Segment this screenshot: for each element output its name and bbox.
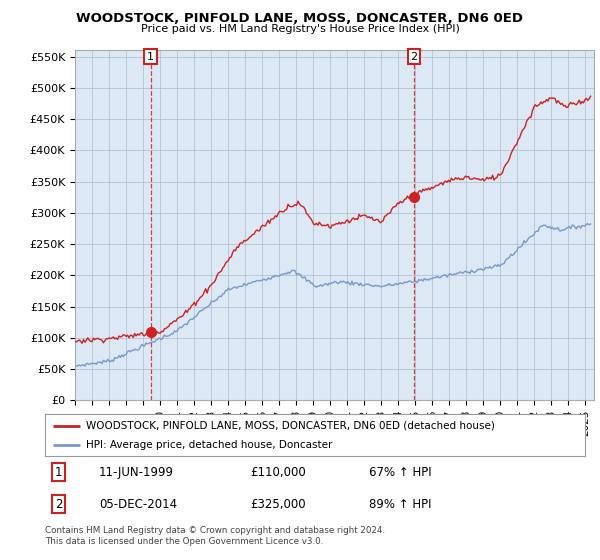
Text: 2: 2 xyxy=(410,52,418,62)
Text: WOODSTOCK, PINFOLD LANE, MOSS, DONCASTER, DN6 0ED (detached house): WOODSTOCK, PINFOLD LANE, MOSS, DONCASTER… xyxy=(86,421,494,431)
Text: WOODSTOCK, PINFOLD LANE, MOSS, DONCASTER, DN6 0ED: WOODSTOCK, PINFOLD LANE, MOSS, DONCASTER… xyxy=(77,12,523,25)
Text: £325,000: £325,000 xyxy=(250,498,306,511)
Text: 1: 1 xyxy=(147,52,154,62)
Text: HPI: Average price, detached house, Doncaster: HPI: Average price, detached house, Donc… xyxy=(86,440,332,450)
Text: 67% ↑ HPI: 67% ↑ HPI xyxy=(369,465,431,479)
Text: 89% ↑ HPI: 89% ↑ HPI xyxy=(369,498,431,511)
Text: £110,000: £110,000 xyxy=(250,465,306,479)
Text: 05-DEC-2014: 05-DEC-2014 xyxy=(99,498,177,511)
Text: 11-JUN-1999: 11-JUN-1999 xyxy=(99,465,174,479)
Text: Contains HM Land Registry data © Crown copyright and database right 2024.
This d: Contains HM Land Registry data © Crown c… xyxy=(45,526,385,546)
Text: 2: 2 xyxy=(55,498,62,511)
Text: 1: 1 xyxy=(55,465,62,479)
Text: Price paid vs. HM Land Registry's House Price Index (HPI): Price paid vs. HM Land Registry's House … xyxy=(140,24,460,34)
